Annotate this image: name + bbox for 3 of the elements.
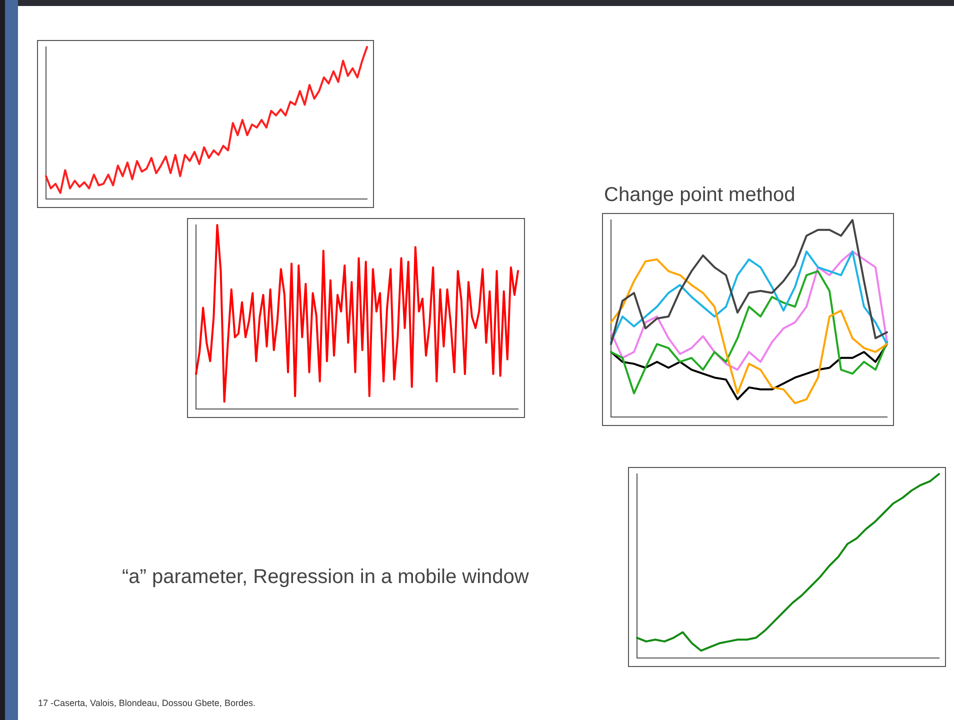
text: 17 -Caserta, Valois, Blondeau, Dossou Gbete, Bordes. <box>38 698 256 708</box>
chart-title: Change point method <box>604 184 796 207</box>
text: “a” parameter, Regression in a mobile window <box>122 566 529 589</box>
